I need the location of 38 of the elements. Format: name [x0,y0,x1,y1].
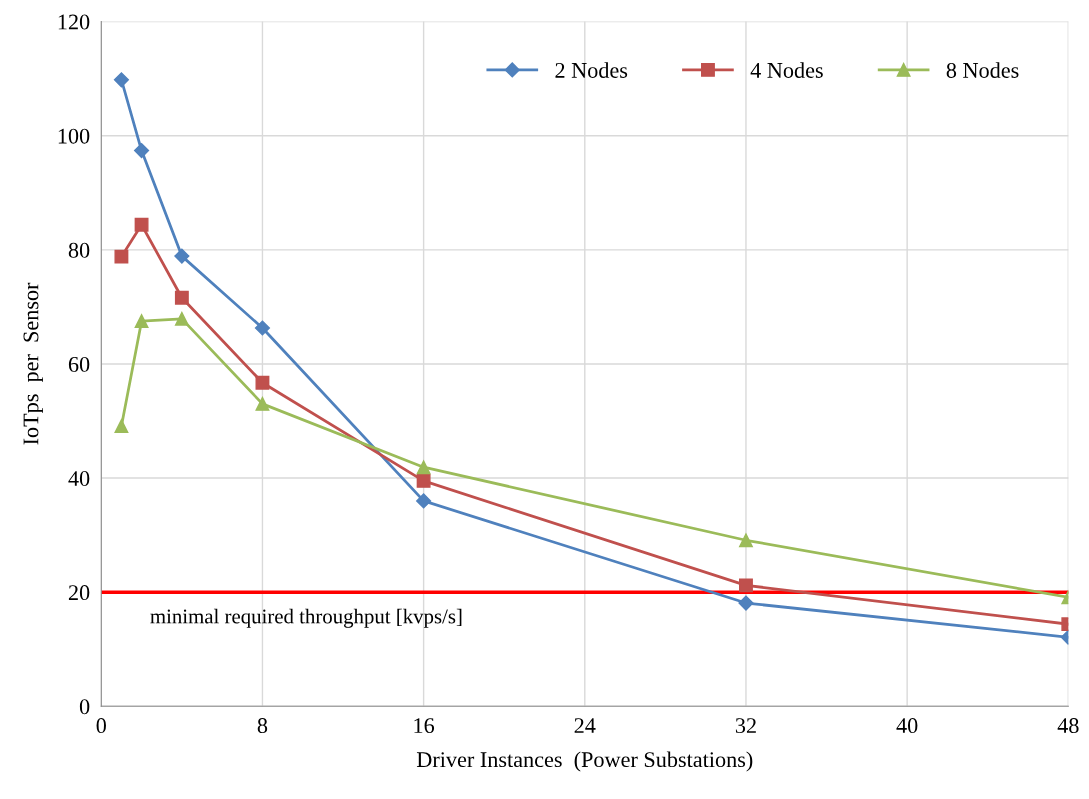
legend-label: 8 Nodes [946,62,1019,78]
y-tick-label: 120 [58,14,90,30]
point [738,595,754,611]
point [133,142,150,159]
point [255,375,270,390]
point [416,493,432,509]
point [174,311,189,326]
y-tick-label: 80 [68,242,90,258]
point [416,473,431,488]
ref-line-label: minimal required throughput [kvps/s] [150,608,462,628]
point [134,314,149,329]
x-tick-label: 0 [96,718,106,734]
x-tick-label: 48 [1057,718,1079,734]
y-tick-label: 60 [68,356,90,372]
point [114,419,129,434]
y-tick-label: 40 [68,471,90,486]
point [113,72,129,88]
y-axis-title: IoTps per Sensor [23,282,43,445]
point [114,249,129,264]
y-tick-label: 20 [68,585,90,601]
point [739,533,753,548]
x-axis-title: Driver Instances (Power Substations) [416,751,753,772]
legend-label: 2 Nodes [555,62,628,78]
x-tick-label: 32 [735,718,756,734]
x-tick-label: 8 [257,718,268,734]
point [134,217,149,232]
y-tick-label: 0 [79,699,90,715]
point [174,290,189,305]
point [255,396,270,411]
legend-label: 4 Nodes [750,62,823,78]
y-tick-label: 100 [58,128,90,144]
point [416,460,431,475]
point [254,320,271,336]
point [739,578,753,593]
x-tick-label: 24 [574,718,596,733]
x-tick-label: 16 [414,718,435,734]
point [174,248,190,264]
x-tick-label: 40 [896,718,918,734]
